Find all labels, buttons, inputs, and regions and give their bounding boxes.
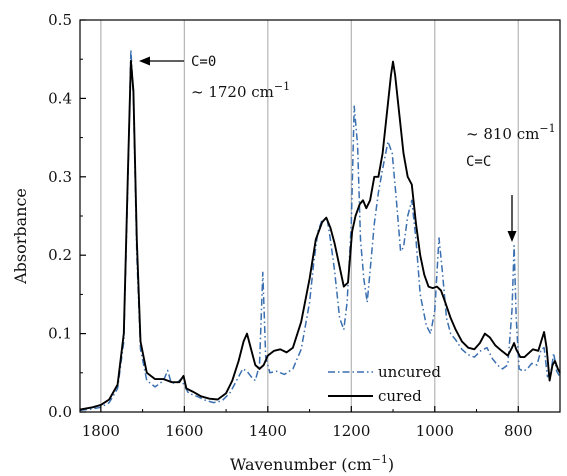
cc-arrow-head [507,231,517,242]
y-tick-label: 0.1 [48,325,72,343]
vertical-gridlines [100,20,519,412]
legend: uncured cured [328,363,441,405]
y-tick-label: 0.4 [48,89,72,107]
plot-frame [79,19,561,413]
x-tick-label: 800 [504,422,533,440]
y-tick-label: 0.0 [48,403,72,421]
co-position-superscript: −1 [274,80,290,93]
x-tick-label: 1600 [165,422,203,440]
x-axis-title: Wavenumber (cm−1) [230,453,394,474]
spectrum-lines [79,49,561,412]
legend-label-uncured: uncured [378,363,441,381]
axis-ticks: 1800 1600 1400 1200 1000 800 0.0 0.1 0.2 0.3 0.4 0.… [48,11,532,440]
series-line-cured [79,59,561,411]
cc-bond-label: C=C [466,154,491,170]
x-tick-label: 1200 [332,422,370,440]
x-tick-label: 1400 [249,422,287,440]
x-tick-label: 1000 [416,422,454,440]
x-axis-title-superscript: −1 [372,453,388,466]
x-axis-title-close: ) [388,455,394,474]
co-position-text: ~ 1720 cm [191,83,274,101]
cc-position-text: ~ 810 cm [466,125,539,143]
co-arrow-head [139,56,150,66]
y-tick-label: 0.3 [48,168,72,186]
y-axis-title: Absorbance [11,188,30,285]
co-bond-label: C=0 [191,54,216,70]
cc-position-label: ~ 810 cm−1 [466,122,556,143]
cc-position-superscript: −1 [539,122,555,135]
y-tick-label: 0.5 [48,11,72,29]
y-tick-label: 0.2 [48,246,72,264]
co-position-label: ~ 1720 cm−1 [191,80,290,101]
x-axis-title-main: Wavenumber (cm [230,455,372,474]
legend-label-cured: cured [378,387,422,405]
x-tick-label: 1800 [82,422,120,440]
